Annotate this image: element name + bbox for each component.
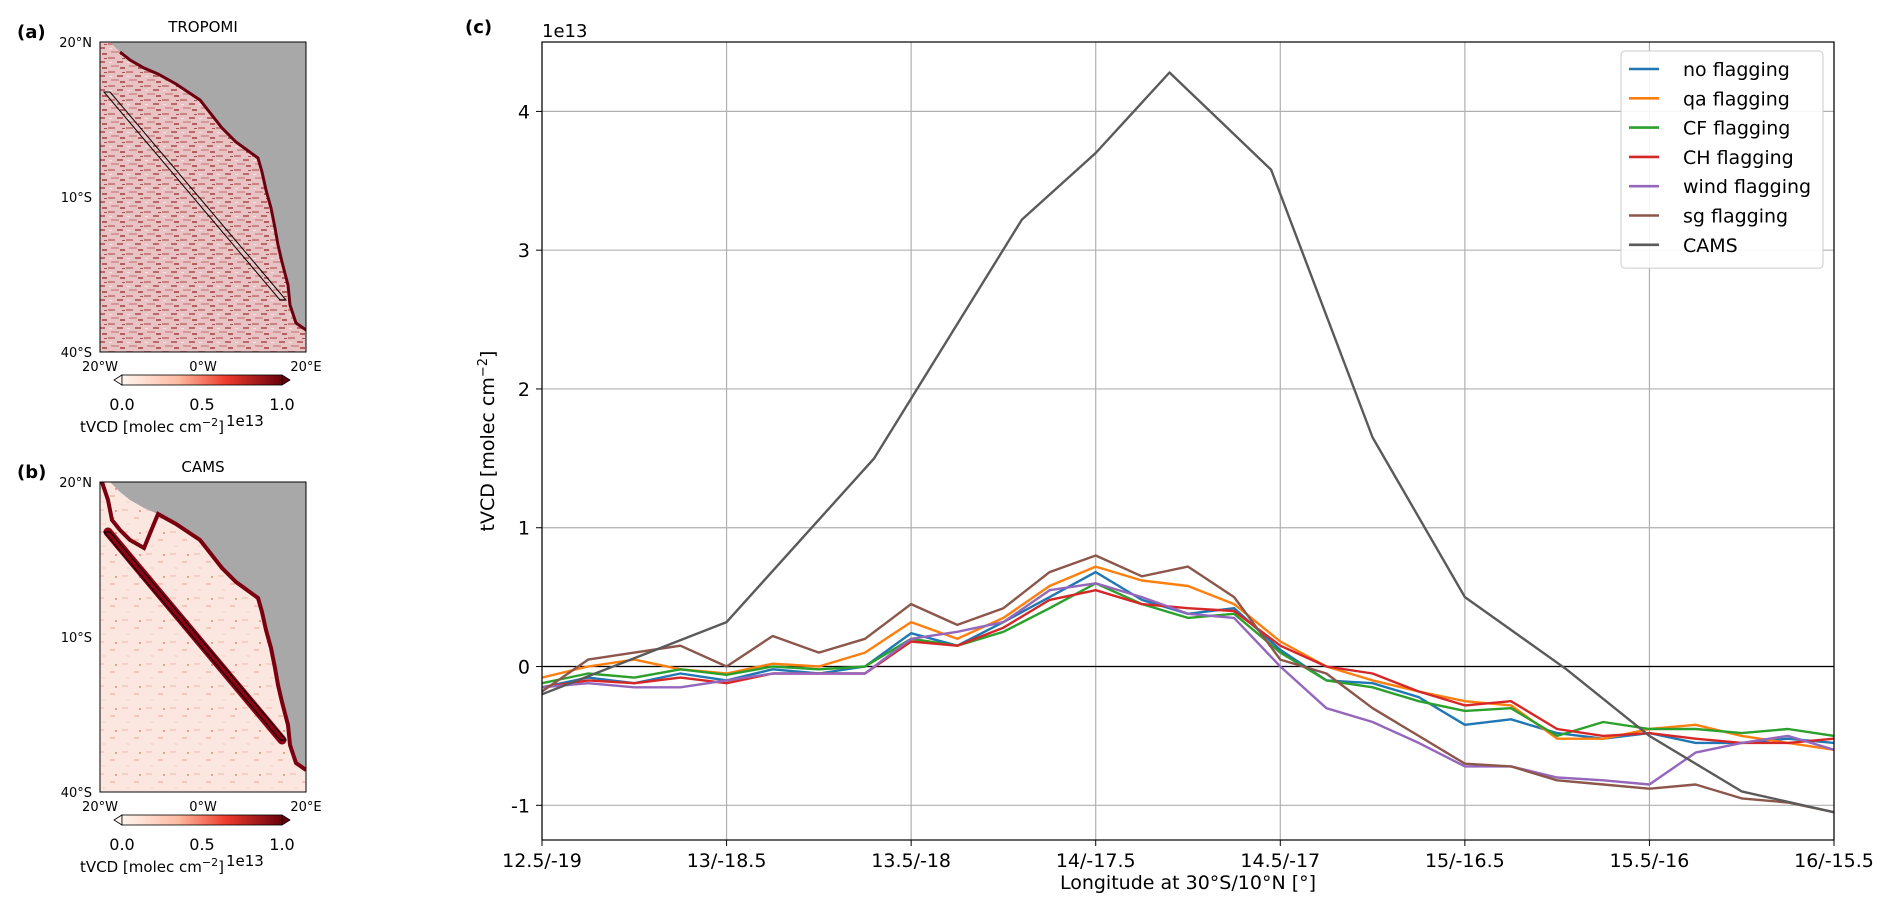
map-b: [100, 482, 306, 792]
map-b-transect-band: [103, 527, 287, 745]
map-a-land: [110, 42, 306, 330]
colorbar-a-tick: 1.0: [269, 395, 294, 414]
colorbar-a-under-arrow: [113, 374, 123, 386]
panel-c-label: (c): [465, 17, 492, 38]
tick-labels: 12.5/-19 13/-18.5 13.5/-18 14/-17.5 14.5/-17…: [502, 101, 1874, 872]
map-b-frame: [99, 481, 307, 793]
map-a-lat-tick: 20°N: [59, 36, 92, 51]
colorbar-b: 0.0 0.5 1.0 tVCD [molec cm−2] 1e13: [80, 814, 295, 876]
legend: no flagging qa flagging CF flagging CH flag…: [1620, 50, 1824, 269]
colorbar-b-under-arrow: [113, 814, 123, 826]
colorbar-a-offset: 1e13: [226, 412, 264, 430]
colorbar-b-over-arrow: [281, 814, 291, 826]
panel-a: (a) TROPOMI 20°N 10°S 40°S 20°W 0°W 20°E…: [17, 18, 322, 436]
colorbar-a: 0.0 0.5 1.0 tVCD [molec cm−2] 1e13: [80, 374, 295, 436]
colorbar-a-label: tVCD [molec cm−2] 1e13: [80, 412, 264, 436]
y-tick-label: 2: [518, 379, 530, 401]
series-line-cf-flagging: [542, 582, 1834, 738]
x-tick-label: 14/-17.5: [1056, 850, 1136, 872]
series-line-no-flagging: [542, 570, 1834, 745]
map-b-lat-tick: 20°N: [59, 476, 92, 491]
map-a-lat-tick: 10°S: [61, 191, 92, 206]
map-a-lon-tick: 20°W: [82, 360, 118, 375]
series-line-cams: [542, 71, 1834, 814]
legend-entry: qa flagging: [1683, 88, 1790, 110]
colorbar-b-offset: 1e13: [226, 852, 264, 870]
map-a-lat-tick: 40°S: [61, 346, 92, 361]
legend-entry: CH flagging: [1683, 147, 1794, 169]
x-tick-label: 14.5/-17: [1240, 850, 1320, 872]
colorbar-a-bar: [121, 374, 283, 386]
legend-box: [1620, 50, 1824, 269]
panel-b-title: CAMS: [181, 458, 224, 476]
map-a-frame: [99, 41, 307, 353]
map-b-transect-box: [102, 531, 288, 741]
map-b-lon-tick: 20°E: [290, 800, 321, 815]
map-b-coast: [100, 482, 306, 772]
map-a-transect-box: [102, 91, 288, 301]
map-b-lon-tick: 20°W: [82, 800, 118, 815]
x-tick-label: 12.5/-19: [502, 850, 582, 872]
map-b-lat-tick: 10°S: [61, 631, 92, 646]
series-line-sg-flagging: [542, 554, 1834, 814]
colorbar-b-label: tVCD [molec cm−2] 1e13: [80, 852, 264, 876]
x-axis-label: Longitude at 30°S/10°N [°]: [1060, 872, 1316, 894]
series-lines: [542, 71, 1834, 814]
y-tick-label: 4: [518, 101, 530, 123]
y-tick-label: 1: [518, 518, 530, 540]
panel-c: (c) 1e13 12.5/-19 13/-18.5 13.5/-18 14/-17.…: [465, 17, 1874, 894]
y-tick-label: 0: [518, 657, 530, 679]
x-tick-label: 15/-16.5: [1425, 850, 1505, 872]
panel-b: (b) CAMS 20°N 10°S 40°S 20°W 0°W 20°E 0.…: [17, 458, 322, 876]
colorbar-a-tick: 0.0: [109, 395, 134, 414]
panel-a-label: (a): [17, 22, 46, 43]
map-b-land: [110, 482, 306, 770]
y-axis-label: tVCD [molec cm−2]: [476, 351, 499, 532]
series-line-wind-flagging: [542, 582, 1834, 786]
map-a: [100, 42, 306, 352]
map-b-lon-tick: 0°W: [189, 800, 217, 815]
panel-b-label: (b): [17, 462, 46, 483]
map-a-lon-tick: 20°E: [290, 360, 321, 375]
legend-entry: sg flagging: [1683, 206, 1788, 228]
legend-entry: no flagging: [1683, 59, 1790, 81]
y-offset-label: 1e13: [542, 21, 587, 42]
legend-entry: CF flagging: [1683, 118, 1790, 140]
legend-entry: CAMS: [1683, 235, 1738, 257]
series-line-qa-flagging: [542, 565, 1834, 751]
colorbar-a-tick: 0.5: [189, 395, 214, 414]
map-b-lat-tick: 40°S: [61, 786, 92, 801]
colorbar-b-tick: 1.0: [269, 835, 294, 854]
y-tick-label: -1: [511, 795, 530, 817]
legend-entry: wind flagging: [1683, 176, 1811, 198]
panel-a-title: TROPOMI: [167, 18, 238, 36]
colorbar-b-tick: 0.5: [189, 835, 214, 854]
colorbar-b-bar: [121, 814, 283, 826]
x-tick-label: 13.5/-18: [871, 850, 951, 872]
x-tick-label: 13/-18.5: [687, 850, 767, 872]
map-a-lon-tick: 0°W: [189, 360, 217, 375]
colorbar-a-over-arrow: [281, 374, 291, 386]
y-tick-label: 3: [518, 240, 530, 262]
x-tick-label: 15.5/-16: [1610, 850, 1690, 872]
colorbar-b-tick: 0.0: [109, 835, 134, 854]
map-a-coast: [119, 50, 306, 332]
x-tick-label: 16/-15.5: [1794, 850, 1874, 872]
plot-frame: [541, 41, 1835, 841]
